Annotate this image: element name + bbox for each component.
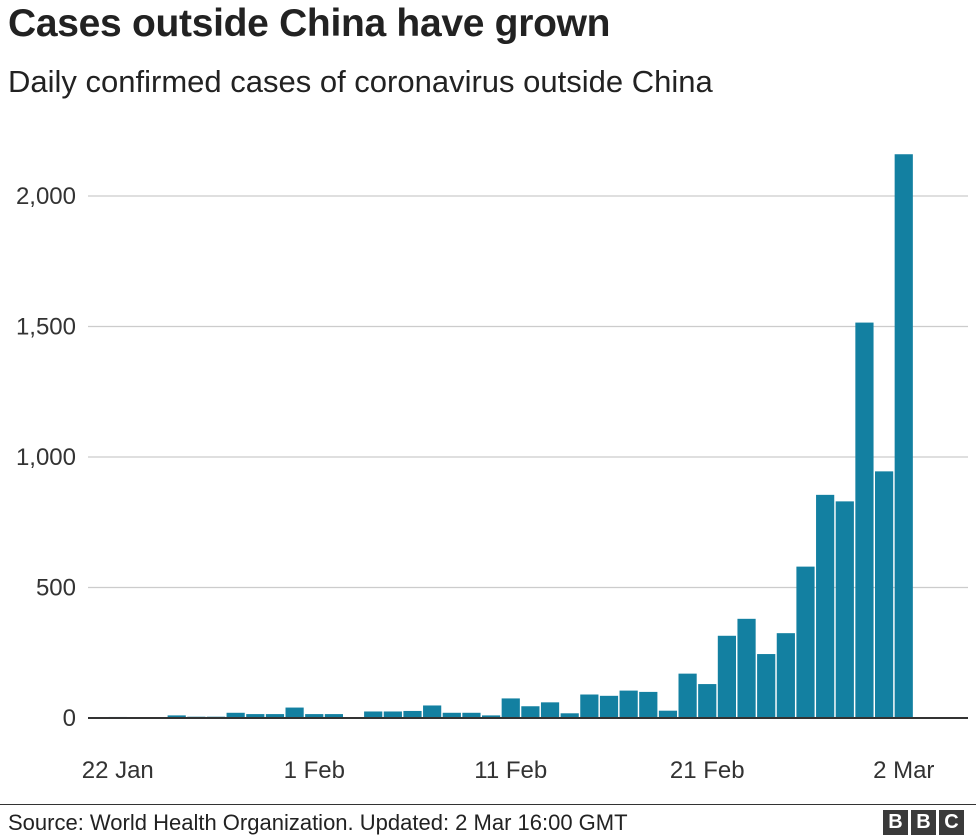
y-tick-label: 0 xyxy=(63,705,76,732)
y-tick-label: 2,000 xyxy=(16,183,76,210)
bar xyxy=(403,710,422,718)
chart-subtitle: Daily confirmed cases of coronavirus out… xyxy=(8,64,713,99)
bar xyxy=(501,698,520,718)
bbc-logo-letter-c: C xyxy=(939,810,964,835)
bar xyxy=(580,694,599,718)
footer-divider xyxy=(0,804,976,805)
bbc-logo-letter-b2: B xyxy=(911,810,936,835)
bar xyxy=(560,713,579,718)
source-note: Source: World Health Organization. Updat… xyxy=(8,810,628,835)
bar xyxy=(875,471,894,719)
bar xyxy=(599,695,619,719)
bar xyxy=(521,706,540,718)
bar xyxy=(816,494,835,719)
bar xyxy=(757,654,776,718)
bar xyxy=(796,566,815,718)
y-axis-ticks: 0 500 1,000 1,500 2,000 xyxy=(16,183,76,732)
bar xyxy=(619,690,638,719)
chart-title: Cases outside China have grown xyxy=(8,2,611,45)
bar xyxy=(383,711,402,719)
bbc-logo: B B C xyxy=(883,810,964,835)
bar-chart: 0 500 1,000 1,500 2,000 22 Jan 1 Feb 11 Feb 21 … xyxy=(16,154,968,784)
x-tick-label: 11 Feb xyxy=(474,757,547,784)
bar xyxy=(737,618,756,718)
bar xyxy=(324,714,343,719)
bar xyxy=(462,712,481,718)
bar xyxy=(226,712,245,718)
bar xyxy=(423,705,442,718)
bar xyxy=(285,707,304,718)
bar xyxy=(265,714,285,719)
bar xyxy=(442,712,461,718)
bar xyxy=(364,711,383,719)
bar xyxy=(658,710,678,718)
bar xyxy=(835,501,854,718)
x-tick-label: 1 Feb xyxy=(284,757,345,784)
bar xyxy=(776,633,795,718)
x-axis-ticks: 22 Jan 1 Feb 11 Feb 21 Feb 2 Mar xyxy=(82,757,935,784)
bbc-logo-letter-b1: B xyxy=(883,810,908,835)
y-tick-label: 500 xyxy=(36,575,76,602)
bar xyxy=(639,691,658,718)
bar xyxy=(855,322,874,718)
y-tick-label: 1,000 xyxy=(16,444,76,471)
bar xyxy=(305,714,324,719)
bar xyxy=(698,684,717,718)
bar xyxy=(678,673,697,718)
x-tick-label: 21 Feb xyxy=(670,757,745,784)
bar xyxy=(246,714,265,719)
bar xyxy=(717,635,736,718)
x-tick-label: 2 Mar xyxy=(873,757,934,784)
x-tick-label: 22 Jan xyxy=(82,757,154,784)
bars xyxy=(89,154,913,719)
bar xyxy=(167,715,186,718)
bar xyxy=(482,715,501,718)
bar xyxy=(894,154,913,719)
bar xyxy=(540,702,560,718)
y-tick-label: 1,500 xyxy=(16,314,76,341)
